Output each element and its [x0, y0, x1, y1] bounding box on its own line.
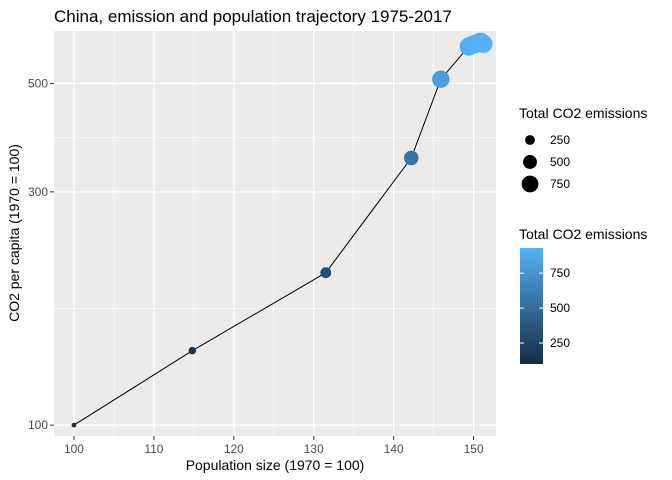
data-point	[473, 34, 493, 53]
x-tick-label: 130	[304, 442, 324, 456]
chart-title: China, emission and population trajector…	[54, 7, 452, 26]
size-legend-items: 250 500 750	[521, 133, 570, 193]
data-point	[432, 70, 450, 88]
y-tick-label: 300	[28, 185, 48, 199]
data-points	[71, 32, 493, 428]
size-legend-label: 250	[550, 133, 570, 147]
data-point	[404, 150, 419, 166]
plot-panel	[54, 31, 496, 436]
grid-lines	[54, 31, 496, 436]
y-axis-ticks: 100 300 500	[28, 76, 54, 432]
data-point	[320, 267, 332, 279]
color-legend: Total CO2 emissions 250 500 750	[519, 226, 647, 364]
size-legend: Total CO2 emissions 250 500 750	[519, 105, 647, 193]
x-tick-label: 150	[464, 442, 484, 456]
x-axis-title: Population size (1970 = 100)	[186, 457, 365, 473]
color-legend-title: Total CO2 emissions	[519, 226, 647, 242]
y-tick-label: 100	[28, 418, 48, 432]
size-legend-key	[521, 175, 539, 193]
x-tick-label: 100	[64, 442, 84, 456]
data-point	[71, 422, 77, 428]
size-legend-label: 500	[550, 155, 570, 169]
colorbar-label: 750	[550, 266, 570, 280]
size-legend-key	[523, 155, 537, 169]
data-point	[188, 346, 197, 355]
colorbar-label: 500	[550, 301, 570, 315]
colorbar-label: 250	[550, 336, 570, 350]
x-tick-label: 110	[144, 442, 163, 456]
size-legend-title: Total CO2 emissions	[519, 105, 647, 121]
x-axis-ticks: 100 110 120 130 140 150	[64, 436, 484, 456]
y-axis-title: CO2 per capita (1970 = 100)	[6, 144, 22, 322]
x-tick-label: 140	[384, 442, 404, 456]
size-legend-key	[525, 135, 535, 145]
colorbar	[520, 248, 543, 364]
y-tick-label: 500	[28, 76, 48, 90]
size-legend-label: 750	[550, 177, 570, 191]
x-tick-label: 120	[224, 442, 244, 456]
colorbar-ticks: 250 500 750	[520, 266, 570, 350]
